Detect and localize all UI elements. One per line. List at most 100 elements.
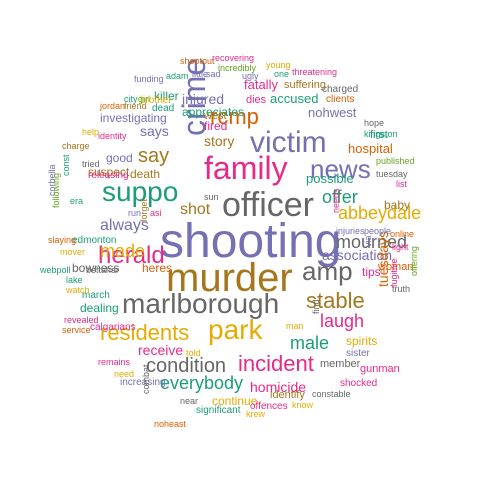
cloud-word: remains (98, 357, 131, 367)
cloud-word: revealed (64, 315, 99, 325)
cloud-word: identity (98, 131, 127, 141)
cloud-word: slaying (48, 235, 77, 245)
cloud-word: jordan (100, 101, 126, 111)
cloud-word: threatening (292, 67, 338, 77)
cloud-word: fatally (244, 77, 278, 92)
cloud-word: significant (196, 405, 241, 416)
cloud-word: incident (238, 351, 314, 376)
cloud-word: run (128, 208, 142, 218)
cloud-word: krew (246, 409, 266, 419)
cloud-word: west (204, 110, 227, 122)
cloud-word: tuesday (376, 169, 408, 179)
cloud-word: laugh (320, 311, 365, 331)
cloud-word: tried (82, 159, 100, 169)
cloud-word: asi (150, 208, 162, 218)
cloud-word: possible (306, 171, 354, 186)
cloud-word: officer (222, 186, 314, 224)
cloud-word: abbeydale (338, 203, 422, 223)
cloud-word: stable (306, 288, 365, 313)
cloud-word: shocked (340, 378, 378, 389)
cloud-word: light (392, 242, 409, 252)
cloud-word: dead (152, 103, 175, 114)
cloud-word: made (100, 241, 146, 261)
cloud-word: help (82, 127, 100, 137)
cloud-word: bowness (72, 261, 120, 275)
cloud-word: amp (302, 256, 353, 286)
cloud-word: following (51, 172, 61, 208)
cloud-word: marlborough (122, 288, 280, 319)
cloud-word: kingston (364, 129, 398, 139)
cloud-word: via (363, 235, 373, 247)
cloud-word: march (82, 290, 110, 301)
cloud-word: calgarians (90, 322, 136, 333)
cloud-word: fired (204, 119, 228, 133)
cloud-word: adam (166, 71, 189, 81)
cloud-word: story (204, 133, 235, 149)
cloud-word: sister (346, 348, 370, 359)
cloud-word: watch (66, 285, 90, 295)
cloud-word: first (370, 129, 388, 141)
cloud-word: herald (98, 242, 165, 269)
cloud-word: brother (140, 95, 172, 106)
cloud-word: edmonton (72, 235, 117, 246)
cloud-word: young (266, 60, 291, 70)
cloud-word: woman (378, 261, 414, 273)
cloud-word: constable (312, 389, 351, 399)
cloud-word: baby (384, 198, 411, 212)
cloud-word: offer (322, 187, 358, 207)
cloud-word: find (311, 299, 321, 314)
cloud-word: know (292, 400, 314, 410)
cloud-word: good (106, 151, 133, 165)
cloud-word: killer (154, 89, 179, 103)
cloud-word: friend (124, 101, 147, 111)
cloud-word: injuries (336, 226, 365, 236)
cloud-word: funding (134, 74, 164, 84)
cloud-word: releasing (88, 170, 129, 181)
cloud-word: bettahar (86, 265, 120, 275)
cloud-word: increasing (120, 377, 166, 388)
cloud-word: family (204, 150, 288, 186)
cloud-word: dies (246, 94, 267, 106)
cloud-word: fugitive (389, 258, 399, 287)
cloud-word: ugly (242, 71, 259, 81)
cloud-word: shot (180, 201, 211, 218)
cloud-word: nohwest (308, 105, 357, 120)
cloud-word: gunman (360, 363, 400, 375)
cloud-word: identify (270, 389, 305, 401)
cloud-word: hospital (348, 141, 393, 156)
cloud-word: charge (62, 141, 90, 151)
cloud-word: mourned (336, 232, 408, 252)
cloud-word: shooting (160, 215, 342, 268)
cloud-word: offering (409, 246, 419, 276)
cloud-word: investigating (100, 111, 167, 125)
cloud-word: dealing (80, 301, 119, 315)
cloud-word: charged (322, 84, 359, 95)
cloud-word: member (320, 358, 361, 370)
cloud-word: truth (392, 284, 411, 294)
cloud-word: victim (250, 126, 327, 159)
cloud-word: one (274, 69, 290, 79)
cloud-word: girl (138, 94, 151, 104)
cloud-word: says (140, 123, 169, 139)
cloud-word: suffering (284, 79, 326, 91)
cloud-word: incredibly (218, 63, 257, 73)
cloud-word: near (180, 396, 199, 406)
cloud-word: told (186, 348, 201, 358)
cloud-word: webpoll (40, 265, 71, 275)
cloud-word: needs (331, 188, 341, 213)
cloud-word: clients (326, 94, 355, 105)
cloud-word: tips (362, 265, 381, 279)
cloud-word: heres (142, 261, 173, 275)
cloud-word: appreciates (182, 105, 245, 119)
cloud-word: suspect (88, 165, 130, 179)
cloud-word: news (310, 154, 371, 184)
cloud-word: city (124, 94, 138, 104)
cloud-word: people (364, 226, 392, 236)
cloud-word: everybody (160, 373, 244, 393)
cloud-word: male (290, 333, 330, 353)
cloud-word: injured (182, 91, 225, 107)
cloud-word: sad (206, 69, 221, 79)
cloud-word: receive (138, 342, 184, 358)
cloud-word: const (61, 154, 71, 176)
